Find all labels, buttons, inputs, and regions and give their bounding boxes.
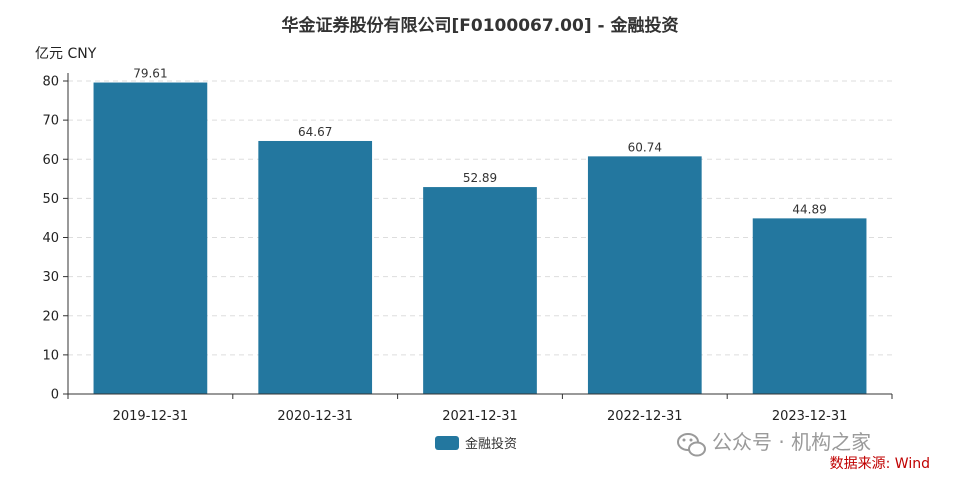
x-tick-label: 2022-12-31 <box>607 409 683 424</box>
y-tick-label: 70 <box>42 114 59 129</box>
x-tick-label: 2021-12-31 <box>442 409 518 424</box>
y-tick-label: 0 <box>51 388 59 403</box>
data-source: 数据来源: Wind <box>830 456 930 472</box>
x-tick-label: 2020-12-31 <box>277 409 353 424</box>
y-tick-label: 50 <box>42 192 59 207</box>
y-tick-label: 80 <box>42 75 59 90</box>
y-tick-label: 40 <box>42 231 59 246</box>
bar-2021-12-31[interactable] <box>423 187 537 394</box>
y-axis: 0 10 20 30 40 50 60 70 80 <box>42 73 69 403</box>
y-axis-unit-label: 亿元 CNY <box>35 46 97 62</box>
chart-title: 华金证券股份有限公司[F0100067.00] - 金融投资 <box>282 15 679 36</box>
data-label: 44.89 <box>792 202 826 216</box>
data-label: 60.74 <box>628 140 662 154</box>
x-tick-label: 2019-12-31 <box>113 409 189 424</box>
data-label: 64.67 <box>298 125 332 139</box>
x-axis: 2019-12-31 2020-12-31 2021-12-31 2022-12-31… <box>67 393 893 424</box>
bar-2020-12-31[interactable] <box>258 140 373 394</box>
y-tick-label: 20 <box>42 309 59 324</box>
bar-2023-12-31[interactable] <box>752 218 867 394</box>
y-tick-label: 10 <box>42 348 59 363</box>
x-tick-label: 2023-12-31 <box>772 409 848 424</box>
legend[interactable]: 金融投资 <box>435 436 517 452</box>
legend-label: 金融投资 <box>465 436 517 452</box>
y-tick-label: 60 <box>42 153 59 168</box>
watermark: 公众号 · 机构之家 <box>677 430 871 457</box>
y-tick-label: 30 <box>42 270 59 285</box>
data-label: 79.61 <box>133 67 167 81</box>
watermark-text: 公众号 · 机构之家 <box>712 430 871 454</box>
bar-2022-12-31[interactable] <box>587 156 702 394</box>
bar-2019-12-31[interactable] <box>93 82 208 394</box>
legend-swatch <box>435 436 459 450</box>
bars: 79.61 64.67 52.89 60.74 44.89 <box>93 67 867 394</box>
wechat-icon <box>677 433 706 457</box>
data-label: 52.89 <box>463 171 497 185</box>
